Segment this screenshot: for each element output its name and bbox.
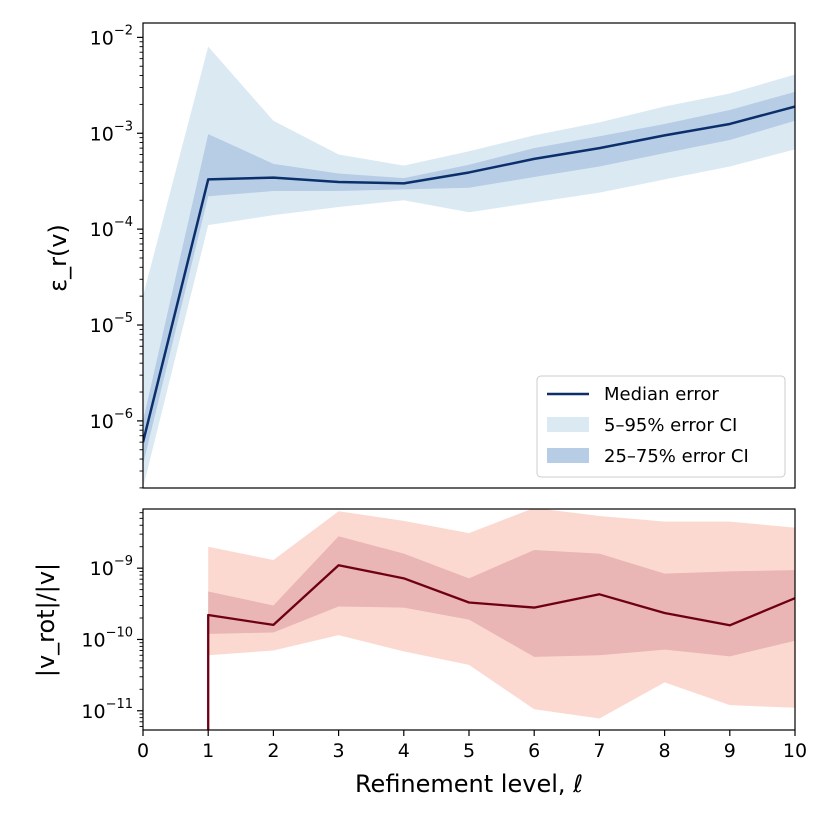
legend-25-75-swatch	[547, 448, 589, 463]
legend-5-95-swatch	[547, 417, 589, 432]
y-tick-label: 10−10	[81, 625, 133, 651]
x-tick-label: 7	[593, 740, 605, 762]
y-tick-label: 10−4	[90, 215, 133, 241]
top-25-75-ci-band	[143, 91, 795, 465]
x-tick-label: 6	[528, 740, 540, 762]
x-tick-label: 3	[333, 740, 345, 762]
top-median-error-line	[143, 105, 795, 443]
legend-5-95-label: 5–95% error CI	[604, 415, 737, 436]
legend-25-75-label: 25–75% error CI	[604, 446, 749, 467]
y-tick-label: 10−3	[90, 119, 133, 145]
top-plot-frame	[142, 22, 796, 489]
y-tick-label: 10−11	[81, 697, 133, 723]
legend: Median error 5–95% error CI 25–75% error…	[536, 375, 786, 478]
x-axis-label: Refinement level, ℓ	[355, 770, 583, 798]
x-tick-label: 10	[783, 740, 807, 762]
x-tick-label: 1	[202, 740, 214, 762]
top-y-axis-label: ε_r(v)	[44, 224, 72, 292]
legend-median-label: Median error	[604, 384, 719, 405]
y-tick-label: 10−6	[90, 407, 133, 433]
x-tick-label: 4	[398, 740, 410, 762]
top-chart-panel: 10−6 10−5 10−4 10−3 10−2 ε_r(v) Median error…	[44, 22, 796, 489]
x-tick-label: 2	[267, 740, 279, 762]
bottom-median-line	[207, 564, 795, 730]
x-tick-label: 5	[463, 740, 475, 762]
x-tick-label: 8	[659, 740, 671, 762]
legend-box	[536, 375, 786, 478]
bottom-25-75-ci-band	[208, 536, 795, 657]
bottom-y-axis-label: |v_rot|/|v|	[32, 563, 60, 677]
y-tick-label: 10−5	[90, 311, 133, 337]
y-tick-label: 10−9	[90, 554, 133, 580]
x-tick-label: 0	[137, 740, 149, 762]
x-tick-label: 9	[724, 740, 736, 762]
y-tick-label: 10−2	[90, 23, 133, 49]
